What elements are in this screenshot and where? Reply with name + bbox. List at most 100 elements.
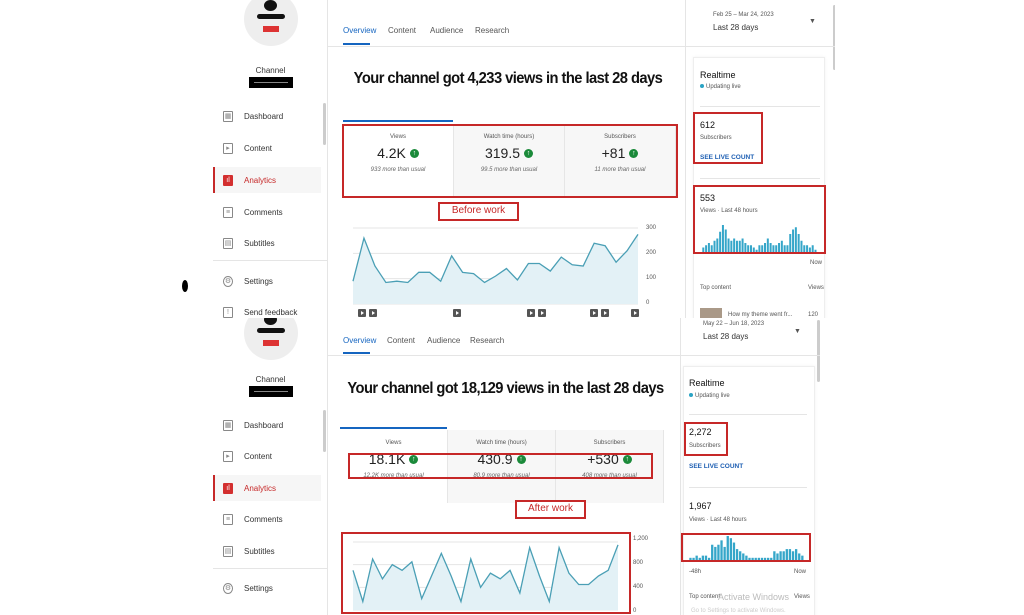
highlight-box — [341, 532, 631, 614]
realtime-card: Realtime Updating live 2,272 Subscribers… — [683, 366, 815, 615]
sidebar-item-settings[interactable]: ⚙ Settings — [213, 575, 321, 601]
video-marker-icon[interactable] — [631, 309, 639, 317]
metric-sub: 933 more than usual — [370, 167, 426, 173]
video-thumbnail[interactable] — [700, 308, 722, 318]
feedback-icon: ! — [223, 306, 233, 318]
y-tick: 0 — [633, 608, 637, 614]
channel-avatar[interactable] — [244, 318, 298, 360]
views-line-chart — [352, 541, 619, 611]
realtime-bar — [773, 551, 776, 560]
views-count: 553 — [700, 193, 716, 203]
sidebar-item-subtitles[interactable]: ▤ Subtitles — [213, 230, 321, 256]
dropdown-arrow-icon[interactable]: ▼ — [794, 328, 801, 335]
nav-label: Content — [244, 451, 273, 461]
tab-content[interactable]: Content — [388, 26, 417, 35]
realtime-bar — [785, 549, 788, 560]
dashboard-icon: ▦ — [223, 419, 233, 431]
sidebar-scrollbar[interactable] — [323, 103, 326, 145]
realtime-bar — [713, 240, 716, 252]
realtime-bar — [733, 238, 736, 252]
views-column-label: Views — [794, 594, 810, 600]
tab-research[interactable]: Research — [470, 336, 505, 345]
page-scrollbar[interactable] — [833, 5, 835, 70]
realtime-bar — [742, 553, 745, 560]
video-marker-icon[interactable] — [538, 309, 546, 317]
realtime-bar — [714, 546, 717, 560]
sidebar-item-analytics[interactable]: ıl Analytics — [213, 167, 321, 193]
sidebar-item-analytics[interactable]: ıl Analytics — [213, 475, 321, 501]
realtime-bar — [751, 557, 754, 560]
sidebar-item-comments[interactable]: ≡ Comments — [213, 506, 321, 532]
nav-label: Comments — [244, 514, 283, 524]
area-fill — [353, 544, 618, 610]
nav-label: Content — [244, 143, 273, 153]
realtime-bar — [776, 553, 779, 560]
page-title: Your channel got 4,233 views in the last… — [353, 70, 663, 87]
stray-dot — [182, 280, 188, 292]
dropdown-arrow-icon[interactable]: ▼ — [809, 18, 816, 25]
realtime-bar — [695, 555, 698, 560]
video-marker-icon[interactable] — [358, 309, 366, 317]
period-select[interactable]: Last 28 days — [713, 23, 759, 32]
metric-watch-time[interactable]: Watch time (hours) 319.5 ↑ 99.5 more than u… — [454, 124, 565, 196]
tab-audience[interactable]: Audience — [427, 336, 461, 345]
tab-research[interactable]: Research — [475, 26, 510, 35]
highlight-box — [342, 124, 678, 198]
highlight-box — [348, 453, 653, 479]
highlight-box — [693, 185, 826, 254]
video-marker-icon[interactable] — [601, 309, 609, 317]
subscriber-count: 612 — [700, 120, 716, 130]
realtime-bar — [717, 544, 720, 560]
realtime-bar — [689, 557, 692, 560]
sidebar-item-content[interactable]: ▸ Content — [213, 135, 321, 161]
annotation-label: After work — [515, 500, 586, 519]
metric-subscribers[interactable]: Subscribers +530 ↑ 408 more than usual — [556, 430, 664, 503]
y-tick: 300 — [646, 225, 657, 231]
realtime-bar — [745, 555, 748, 560]
realtime-bar — [692, 557, 695, 560]
sidebar-item-send-feedback[interactable]: ! Send feedback — [213, 299, 321, 318]
video-marker-icon[interactable] — [590, 309, 598, 317]
video-marker-icon[interactable] — [527, 309, 535, 317]
top-content-item[interactable]: How my theme went fr... — [728, 312, 793, 318]
realtime-bar — [811, 245, 814, 252]
sidebar-item-settings[interactable]: ⚙ Settings — [213, 268, 321, 294]
column-divider — [685, 0, 686, 318]
tab-audience[interactable]: Audience — [430, 26, 464, 35]
content-icon: ▸ — [223, 142, 233, 154]
sidebar-item-dashboard[interactable]: ▦ Dashboard — [213, 103, 321, 129]
realtime-bar — [747, 245, 750, 252]
video-marker-icon[interactable] — [369, 309, 377, 317]
arrow-up-icon: ↑ — [524, 148, 534, 158]
tab-content[interactable]: Content — [387, 336, 416, 345]
see-live-count-link[interactable]: SEE LIVE COUNT — [700, 154, 755, 161]
realtime-bar — [735, 240, 738, 252]
metric-subscribers[interactable]: Subscribers +81 ↑ 11 more than usual — [565, 124, 676, 196]
realtime-bar — [789, 234, 792, 252]
metric-views[interactable]: Views 18.1K ↑ 12.2K more than usual — [340, 430, 448, 503]
realtime-bar — [814, 249, 817, 252]
metric-label: Watch time (hours) — [483, 134, 535, 140]
nav-label: Dashboard — [244, 111, 284, 121]
tab-overview[interactable]: Overview — [343, 26, 377, 35]
video-marker-icon[interactable] — [453, 309, 461, 317]
nav-label: Settings — [244, 583, 273, 593]
metric-watch-time[interactable]: Watch time (hours) 430.9 ↑ 80.9 more than u… — [448, 430, 556, 503]
sidebar-item-comments[interactable]: ≡ Comments — [213, 199, 321, 225]
arrow-up-icon: ↑ — [629, 148, 639, 158]
channel-avatar[interactable] — [244, 0, 298, 46]
live-status: Updating live — [689, 393, 730, 399]
sidebar-scrollbar[interactable] — [323, 410, 326, 452]
sidebar-item-subtitles[interactable]: ▤ Subtitles — [213, 538, 321, 564]
realtime-bar — [744, 243, 747, 252]
sidebar-item-dashboard[interactable]: ▦ Dashboard — [213, 412, 321, 438]
realtime-bar — [780, 240, 783, 252]
period-select[interactable]: Last 28 days — [703, 332, 749, 341]
page-scrollbar[interactable] — [817, 320, 820, 382]
metric-sub: 12.2K more than usual — [363, 473, 424, 479]
tab-overview[interactable]: Overview — [343, 336, 377, 345]
see-live-count-link[interactable]: SEE LIVE COUNT — [689, 463, 744, 470]
realtime-bar — [738, 240, 741, 252]
sidebar-item-content[interactable]: ▸ Content — [213, 443, 321, 469]
metric-views[interactable]: Views 4.2K ↑ 933 more than usual — [343, 124, 454, 196]
